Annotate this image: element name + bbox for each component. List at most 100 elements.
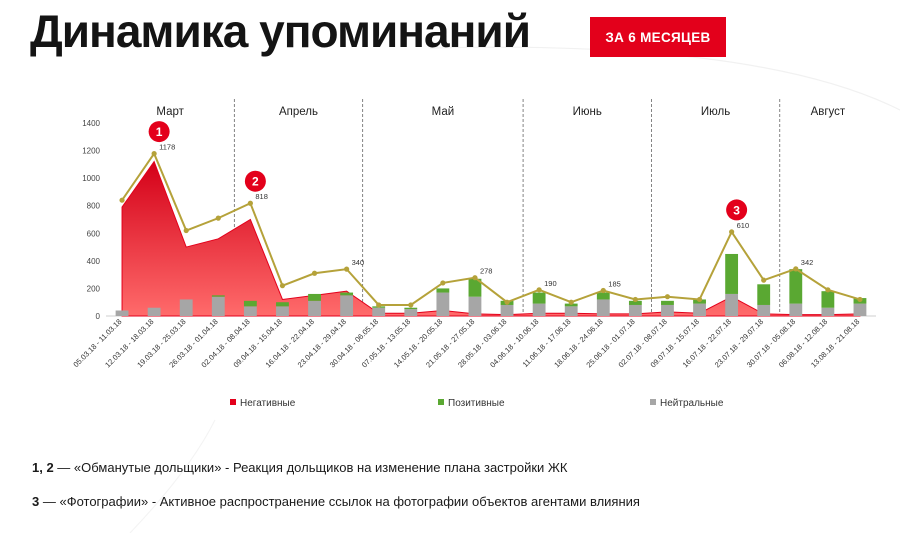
total-point [825, 287, 831, 293]
annotation-number: 3 [733, 203, 740, 217]
data-label: 610 [737, 221, 750, 230]
positive-bar [340, 292, 354, 296]
y-tick-label: 800 [87, 202, 101, 211]
neutral-bar [725, 293, 739, 316]
period-badge[interactable]: ЗА 6 МЕСЯЦЕВ [590, 17, 726, 57]
positive-bar [276, 302, 289, 307]
total-point [183, 227, 189, 234]
positive-bar [821, 291, 835, 308]
neutral-bar [628, 304, 642, 316]
total-point [247, 200, 253, 206]
total-point [279, 283, 286, 289]
data-label: 185 [608, 279, 621, 288]
positive-bar [308, 293, 321, 301]
mentions-chart: 0 200 400 600 800 1000 1200 1400 Март Апрель Май Ию… [71, 99, 876, 409]
y-tick-label: 1000 [82, 174, 100, 183]
total-point [408, 302, 414, 308]
total-point [151, 151, 157, 157]
total-point [472, 275, 478, 281]
neutral-bar [436, 292, 450, 316]
data-label: 278 [480, 267, 493, 276]
legend-swatch [438, 399, 444, 405]
y-tick-label: 0 [96, 312, 101, 321]
legend-label: Негативные [240, 398, 296, 409]
total-point [568, 299, 574, 305]
note-key: 1, 2 [32, 460, 54, 475]
data-label: 190 [544, 279, 557, 288]
total-point [119, 197, 125, 203]
month-label: Июнь [573, 106, 602, 118]
positive-bar [628, 300, 642, 305]
total-point [729, 229, 735, 235]
legend-swatch [650, 399, 656, 405]
total-point [504, 299, 510, 305]
total-point [440, 280, 446, 286]
annotation-marker [726, 199, 748, 221]
month-label: Апрель [279, 106, 318, 118]
neutral-bar [211, 296, 225, 316]
neutral-bar [564, 306, 578, 316]
neutral-bar [532, 303, 546, 316]
total-point [311, 270, 318, 276]
y-tick-label: 200 [87, 284, 101, 293]
positive-bar [789, 269, 803, 304]
positive-bar [661, 300, 674, 305]
data-label: 818 [255, 192, 268, 201]
neutral-bar [661, 304, 674, 316]
positive-bar [757, 284, 771, 305]
annotation-marker [148, 121, 170, 143]
total-point [664, 294, 671, 300]
neutral-bar [757, 304, 771, 316]
neutral-bar [789, 303, 803, 316]
data-label: 1178 [159, 143, 175, 152]
positive-bar [436, 288, 450, 293]
data-label: 342 [801, 258, 814, 267]
total-point [761, 277, 767, 283]
total-point [536, 287, 542, 293]
note-text: — «Обманутые дольщики» - Реакция дольщик… [53, 460, 568, 475]
data-label: 340 [352, 258, 365, 267]
neutral-bar [468, 296, 482, 316]
total-point [857, 296, 863, 303]
neutral-bar [179, 299, 193, 316]
neutral-bar [115, 310, 129, 316]
note-text: — «Фотографии» - Активное распространени… [39, 494, 640, 509]
positive-bar [596, 292, 610, 300]
legend-swatch [230, 399, 236, 405]
total-point [632, 296, 638, 303]
total-point [376, 302, 382, 308]
y-tick-label: 600 [87, 229, 101, 238]
note-key: 3 [32, 494, 40, 509]
total-point [215, 215, 221, 221]
neutral-bar [693, 303, 706, 316]
positive-bar [243, 300, 257, 307]
page-title: Динамика упоминаний [30, 5, 531, 57]
positive-bar [532, 292, 546, 304]
total-point [600, 287, 606, 294]
total-point [696, 296, 703, 303]
month-label: Август [811, 106, 846, 118]
neutral-bar [243, 306, 257, 316]
legend-label: Позитивные [448, 398, 505, 409]
positive-bar [725, 253, 739, 294]
y-tick-label: 1400 [82, 119, 100, 128]
neutral-bar [147, 307, 161, 316]
total-line [121, 151, 861, 306]
annotation-number: 2 [252, 175, 259, 189]
neutral-bar [853, 303, 867, 316]
neutral-bar [340, 295, 354, 316]
positive-bar [404, 307, 418, 310]
positive-bar [468, 278, 482, 297]
note-item: 1, 2 — «Обманутые дольщики» - Реакция до… [32, 460, 568, 475]
total-point [344, 266, 350, 272]
positive-bar [211, 295, 225, 297]
month-label: Март [156, 106, 184, 118]
neutral-bar [308, 300, 321, 316]
note-item: 3 — «Фотографии» - Активное распростране… [32, 494, 640, 509]
y-tick-label: 400 [87, 257, 101, 266]
neutral-bar [821, 307, 835, 316]
total-point [793, 266, 799, 272]
month-label: Июль [701, 106, 730, 118]
y-tick-label: 1200 [82, 147, 100, 156]
month-label: Май [432, 106, 455, 118]
